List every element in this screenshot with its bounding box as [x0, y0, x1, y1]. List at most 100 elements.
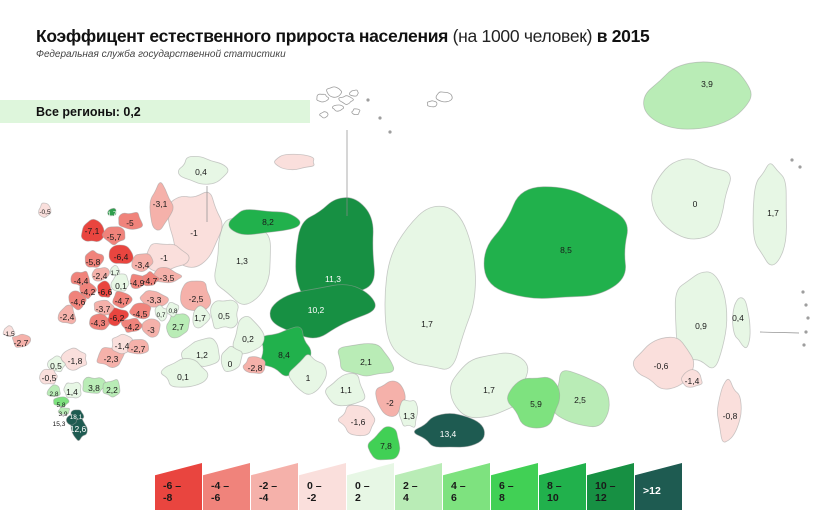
legend-item: 6 – 8 [491, 463, 538, 510]
map-region[interactable] [129, 302, 152, 320]
map-region[interactable] [101, 226, 126, 246]
map-region[interactable] [127, 339, 150, 355]
map-region[interactable] [102, 379, 121, 398]
map-region[interactable] [65, 414, 77, 426]
region-value-label: 8,5 [560, 245, 572, 255]
region-value-label: -4,2 [81, 287, 96, 297]
map-region[interactable] [220, 345, 243, 372]
region-value-label: 1,1 [340, 385, 352, 395]
map-region[interactable] [242, 356, 266, 374]
map-region[interactable] [192, 305, 211, 329]
legend-item-label: 6 – 8 [499, 480, 514, 505]
map-region[interactable] [651, 158, 731, 240]
region-value-label: -2,5 [189, 294, 204, 304]
map-region[interactable] [507, 376, 561, 429]
region-value-label: 1,7 [107, 211, 116, 218]
map-region[interactable] [11, 333, 32, 348]
map-region[interactable] [46, 384, 61, 397]
island-outline [426, 100, 438, 108]
map-region[interactable] [79, 281, 97, 300]
map-region[interactable] [142, 271, 160, 287]
legend-item-label: 8 – 10 [547, 480, 562, 505]
region-value-label: 1,3 [403, 411, 415, 421]
map-region[interactable] [39, 368, 58, 385]
map-region[interactable] [154, 304, 168, 322]
region-value-label: -2,7 [14, 338, 29, 348]
map-region[interactable] [325, 373, 366, 407]
island-dot [378, 116, 382, 120]
map-region[interactable] [166, 313, 190, 339]
legend-item: 0 – -2 [299, 463, 346, 510]
region-value-label: 7,8 [380, 441, 392, 451]
map-region[interactable] [131, 253, 154, 272]
map-region[interactable] [337, 404, 376, 437]
legend-item: >12 [635, 463, 682, 510]
map-region[interactable] [752, 163, 787, 266]
map-region[interactable] [2, 325, 16, 338]
map-region[interactable] [398, 399, 419, 428]
region-value-label: 0,5 [218, 311, 230, 321]
region-value-label: -6,4 [114, 252, 129, 262]
region-value-label: 15,3 [53, 421, 66, 428]
map-region[interactable] [681, 369, 703, 388]
island-dot [804, 330, 808, 334]
legend-item-label: >12 [643, 485, 661, 497]
map-region[interactable] [60, 347, 88, 371]
region-value-label: 13,4 [440, 429, 457, 439]
map-region[interactable] [53, 396, 70, 408]
map-region[interactable] [643, 61, 752, 130]
map-region[interactable] [288, 354, 327, 395]
map-region[interactable] [118, 212, 143, 230]
map-region[interactable] [57, 304, 77, 325]
region-value-label: -1,8 [68, 356, 83, 366]
leader-line [759, 331, 800, 334]
map-region[interactable] [337, 343, 395, 377]
all-regions-label: Все регионы: 0,2 [36, 104, 141, 119]
island-outline [316, 93, 330, 103]
map-region[interactable] [108, 244, 134, 265]
map-region[interactable] [367, 426, 401, 461]
map-region[interactable] [57, 406, 71, 415]
map-region[interactable] [210, 299, 239, 330]
map-region[interactable] [63, 381, 82, 399]
map-region[interactable] [107, 207, 117, 217]
legend-item: -2 – -4 [251, 463, 298, 510]
region-value-label: -6,2 [110, 313, 125, 323]
map-region[interactable] [274, 153, 315, 171]
region-value-label: 1,7 [110, 270, 119, 277]
map-region[interactable] [120, 317, 143, 333]
map-region[interactable] [483, 186, 628, 299]
region-value-label: 0,8 [168, 308, 177, 315]
map-region[interactable] [47, 355, 66, 373]
map-region[interactable] [160, 358, 209, 388]
map-region[interactable] [84, 250, 105, 268]
map-region[interactable] [732, 297, 751, 349]
map-region[interactable] [149, 182, 174, 231]
map-region[interactable] [232, 316, 265, 355]
map-region[interactable] [81, 218, 105, 242]
map-region[interactable] [110, 273, 130, 292]
map-region[interactable] [93, 299, 115, 316]
region-value-label: -3,3 [147, 295, 162, 305]
map-region[interactable] [413, 413, 485, 448]
map-region[interactable] [38, 202, 52, 218]
region-value-label: 1,2 [196, 350, 208, 360]
map-region[interactable] [674, 271, 728, 369]
map-region[interactable] [165, 301, 180, 318]
region-value-label: -3,4 [135, 260, 150, 270]
region-value-label: 2,2 [106, 385, 118, 395]
map-region[interactable] [82, 376, 107, 394]
map-region[interactable] [91, 267, 110, 282]
map-region[interactable] [228, 209, 301, 236]
map-region[interactable] [112, 291, 133, 309]
island-outline [435, 91, 453, 103]
map-region[interactable] [109, 265, 121, 276]
map-region[interactable] [375, 380, 406, 417]
map-region[interactable] [384, 205, 476, 370]
region-value-label: 8,2 [262, 217, 274, 227]
map-region[interactable] [632, 336, 695, 390]
map-region[interactable] [177, 155, 229, 185]
map-region[interactable] [97, 280, 112, 298]
map-region[interactable] [717, 378, 742, 443]
map-region[interactable] [269, 284, 376, 339]
